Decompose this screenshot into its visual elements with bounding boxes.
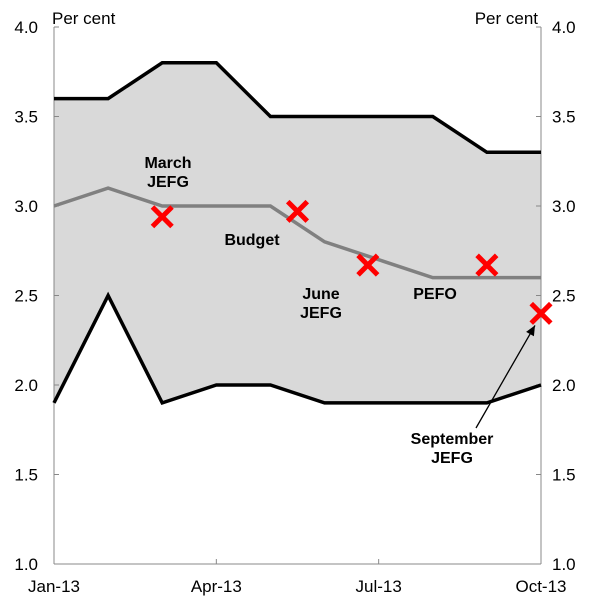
y-tick-label-left: 3.0 [14, 197, 38, 216]
marker-stroke [285, 199, 310, 223]
series-line-lower [52, 291, 542, 406]
x-tick-label: Oct-13 [515, 577, 566, 596]
marker-stroke [529, 301, 553, 325]
marker-0 [150, 205, 174, 229]
marker-label-0: March JEFG [144, 155, 191, 191]
marker-stroke [356, 253, 380, 277]
y-tick-label-right: 4.0 [552, 18, 576, 37]
marker-label-3: PEFO [413, 286, 457, 303]
y-tick-label-right: 3.0 [552, 197, 576, 216]
marker-label-line: JEFG [300, 305, 342, 322]
y-tick-label-left: 2.0 [14, 376, 38, 395]
marker-2 [356, 253, 380, 277]
marker-label-line: Budget [224, 232, 280, 249]
label-layer: Per cent Per cent 1.0 1.0 1.5 1.5 2.0 2.0 2.5 2… [14, 9, 575, 596]
band-layer [54, 62, 541, 403]
y-tick-label-left: 1.0 [14, 555, 38, 574]
y-tick-label-right: 1.0 [552, 555, 576, 574]
annotation-arrow-head [526, 325, 535, 337]
marker-layer [150, 199, 553, 325]
x-tick-label: Jul-13 [356, 577, 402, 596]
marker-stroke [475, 253, 499, 277]
right-unit-label: Per cent [475, 9, 539, 28]
series-line-upper [54, 61, 541, 155]
marker-label-line: September [411, 431, 494, 448]
y-tick-label-right: 1.5 [552, 466, 576, 485]
annotation-arrow-line [475, 325, 536, 429]
marker-label-1: Budget [224, 232, 280, 249]
y-tick-label-right: 2.0 [552, 376, 576, 395]
marker-label-line: PEFO [413, 286, 457, 303]
series-layer [52, 61, 542, 406]
marker-stroke [150, 205, 174, 229]
marker-label-line: JEFG [147, 174, 189, 191]
x-tick-label: Apr-13 [191, 577, 242, 596]
y-tick-label-right: 2.5 [552, 287, 576, 306]
y-tick-label-left: 3.5 [14, 108, 38, 127]
y-tick-label-left: 1.5 [14, 466, 38, 485]
y-tick-label-left: 4.0 [14, 18, 38, 37]
marker-1 [285, 199, 310, 223]
marker-label-4: September JEFG [411, 431, 494, 467]
y-tick-label-right: 3.5 [552, 108, 576, 127]
marker-label-2: June JEFG [300, 286, 342, 322]
y-tick-label-left: 2.5 [14, 287, 38, 306]
marker-4 [529, 301, 553, 325]
x-tick-label: Jan-13 [28, 577, 80, 596]
marker-label-line: JEFG [431, 450, 473, 467]
confidence-band [54, 62, 541, 403]
marker-3 [475, 253, 499, 277]
left-unit-label: Per cent [52, 9, 116, 28]
marker-label-line: March [144, 155, 191, 172]
series-line-middle [53, 186, 541, 280]
marker-label-line: June [302, 286, 339, 303]
